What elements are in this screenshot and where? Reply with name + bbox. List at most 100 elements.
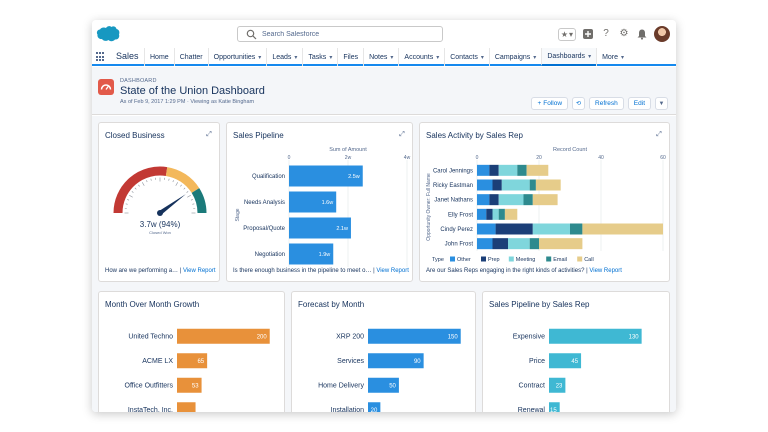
bar-segment-prep[interactable] — [492, 238, 509, 250]
bar-segment-call[interactable] — [539, 238, 583, 250]
bar-segment-meeting[interactable] — [498, 194, 524, 206]
salesforce-logo[interactable] — [96, 25, 120, 42]
subscribe-button[interactable]: ⟲ — [572, 97, 586, 110]
bar-segment-call[interactable] — [535, 179, 561, 191]
global-search[interactable] — [237, 26, 443, 42]
bar[interactable] — [177, 402, 196, 412]
bar-segment-prep[interactable] — [492, 179, 502, 191]
bar-segment-other[interactable] — [477, 238, 493, 250]
legend-label: Other — [457, 257, 471, 263]
bar-segment-email[interactable] — [498, 208, 505, 220]
bar-segment-call[interactable] — [582, 223, 663, 235]
bar-value-label: 2.5w — [348, 174, 360, 180]
bar-segment-prep[interactable] — [486, 208, 493, 220]
bar-value-label: 15 — [550, 408, 557, 412]
bar-segment-meeting[interactable] — [532, 223, 570, 235]
bar[interactable] — [549, 353, 582, 369]
bar-segment-meeting[interactable] — [498, 164, 518, 176]
bar[interactable] — [289, 217, 351, 239]
chevron-down-icon[interactable]: ▾ — [533, 54, 537, 61]
bar[interactable] — [177, 328, 270, 344]
favorites-button[interactable]: ★ ▾ — [557, 27, 576, 41]
bar[interactable] — [368, 402, 381, 412]
global-header: ★ ▾ ? ⚙ — [92, 20, 676, 48]
bar-segment-call[interactable] — [532, 194, 558, 206]
bar-segment-call[interactable] — [504, 208, 518, 220]
bar-segment-email[interactable] — [529, 238, 539, 250]
chevron-down-icon[interactable]: ▾ — [436, 54, 440, 61]
bar[interactable] — [289, 165, 363, 187]
chevron-down-icon[interactable]: ▾ — [621, 54, 625, 61]
nav-item-contacts[interactable]: Contacts ▾ — [444, 48, 489, 66]
chevron-down-icon[interactable]: ▾ — [329, 54, 333, 61]
nav-item-accounts[interactable]: Accounts ▾ — [398, 48, 444, 66]
app-launcher-icon[interactable] — [96, 52, 106, 62]
bar-segment-other[interactable] — [477, 208, 487, 220]
bar-segment-meeting[interactable] — [508, 238, 530, 250]
bar-segment-other[interactable] — [477, 164, 490, 176]
bell-icon[interactable] — [636, 28, 648, 40]
chevron-down-icon[interactable]: ▾ — [294, 54, 298, 61]
nav-item-campaigns[interactable]: Campaigns ▾ — [488, 48, 541, 66]
bar-segment-email[interactable] — [529, 179, 536, 191]
sales-activity-chart: Record Count 0 20 40 60 Opportunity Owner: Fu… — [426, 147, 666, 263]
help-icon[interactable]: ? — [603, 28, 609, 39]
nav-item-home[interactable]: Home — [144, 48, 174, 66]
bar[interactable] — [177, 353, 208, 369]
nav-item-opportunities[interactable]: Opportunities ▾ — [207, 48, 267, 66]
avatar[interactable] — [654, 26, 670, 42]
gear-icon[interactable]: ⚙ — [619, 28, 629, 39]
view-report-link[interactable]: View Report — [376, 268, 409, 274]
bar-segment-other[interactable] — [477, 194, 490, 206]
gauge-needle — [158, 194, 186, 215]
bar[interactable] — [549, 402, 560, 412]
bar-segment-prep[interactable] — [489, 194, 499, 206]
dashboard-header: DASHBOARD State of the Union Dashboard A… — [92, 67, 676, 115]
sales-pipeline-panel: Sales Pipeline ⤢ Sum of Amount 0 2w 4w Stage… — [226, 122, 413, 282]
bar[interactable] — [549, 328, 642, 344]
refresh-button[interactable]: Refresh — [589, 97, 624, 110]
nav-item-chatter[interactable]: Chatter — [173, 48, 208, 66]
follow-button[interactable]: + Follow — [531, 97, 569, 110]
nav-item-tasks[interactable]: Tasks ▾ — [302, 48, 337, 66]
gauge-tick — [190, 199, 193, 201]
nav-item-more[interactable]: More ▾ — [596, 48, 629, 66]
header-utilities: ★ ▾ ? ⚙ — [557, 25, 670, 43]
expand-icon[interactable]: ⤢ — [206, 131, 212, 138]
bar-segment-other[interactable] — [477, 179, 493, 191]
bar-segment-email[interactable] — [517, 164, 527, 176]
view-report-link[interactable]: View Report — [589, 268, 622, 274]
nav-item-files[interactable]: Files — [337, 48, 363, 66]
more-actions-button[interactable]: ▼ — [655, 97, 668, 110]
plus-icon[interactable] — [582, 28, 594, 40]
bar[interactable] — [368, 328, 461, 344]
bar-segment-other[interactable] — [477, 223, 496, 235]
bar[interactable] — [368, 377, 399, 393]
bar-segment-email[interactable] — [570, 223, 583, 235]
nav-item-notes[interactable]: Notes ▾ — [363, 48, 398, 66]
bar[interactable] — [289, 191, 337, 213]
nav-item-leads[interactable]: Leads ▾ — [266, 48, 302, 66]
bar[interactable] — [549, 377, 566, 393]
nav-item-dashboards[interactable]: Dashboards ▾ — [541, 48, 597, 66]
bar[interactable] — [289, 243, 334, 265]
expand-icon[interactable]: ⤢ — [399, 131, 405, 138]
expand-icon[interactable]: ⤢ — [656, 131, 662, 138]
bar-segment-prep[interactable] — [489, 164, 499, 176]
bar[interactable] — [368, 353, 424, 369]
view-report-link[interactable]: View Report — [182, 268, 216, 274]
bar-segment-prep[interactable] — [495, 223, 533, 235]
chevron-down-icon[interactable]: ▾ — [390, 54, 394, 61]
chevron-down-icon[interactable]: ▾ — [480, 54, 484, 61]
chevron-down-icon[interactable]: ▾ — [258, 54, 262, 61]
bar-segment-email[interactable] — [523, 194, 533, 206]
bar-segment-meeting[interactable] — [501, 179, 530, 191]
edit-button[interactable]: Edit — [627, 97, 651, 110]
chevron-down-icon[interactable]: ▾ — [588, 53, 592, 60]
bar-segment-call[interactable] — [526, 164, 549, 176]
bar-segment-meeting[interactable] — [492, 208, 499, 220]
bar-value-label: 50 — [389, 383, 396, 389]
bar[interactable] — [177, 377, 202, 393]
search-input[interactable] — [262, 28, 432, 40]
closed-business-panel: Closed Business ⤢ 3.7w (94%) Closed Won … — [98, 122, 220, 282]
